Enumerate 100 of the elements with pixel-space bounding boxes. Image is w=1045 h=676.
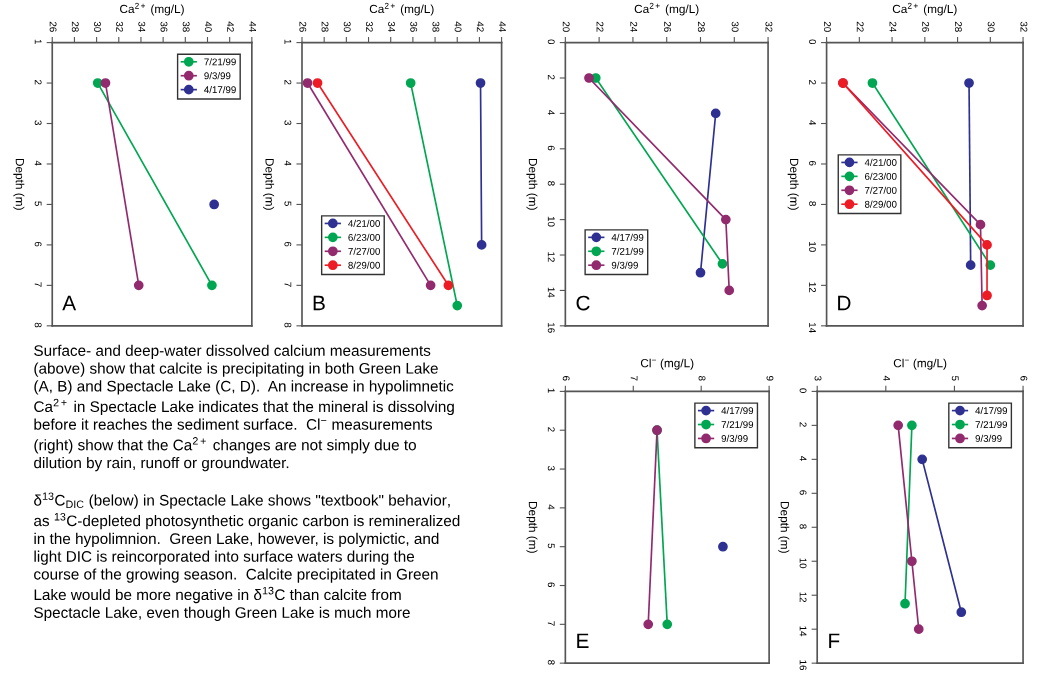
legend-label: 8/29/00 [348, 261, 380, 269]
legend-label: 8/29/00 [864, 200, 897, 208]
x-tick-label: 5 [951, 375, 959, 381]
y-tick-label: 7 [34, 282, 42, 287]
legend-label: 4/21/00 [864, 158, 897, 166]
legend-label: 9/3/99 [611, 261, 638, 269]
x-tick-label: 20 [562, 21, 570, 32]
legend-label: 7/21/99 [611, 247, 644, 255]
y-tick-label: 4 [284, 160, 292, 166]
x-axis-title: Cl$^{−}$ (mg/L) [893, 358, 947, 370]
x-tick-label: 28 [697, 21, 705, 32]
text: δ$^{13}$C$_{DIC}$ (below) in Spectacle Lake shows "textbook" behavior, as $^{13}$C-depleted photosynthetic organic carbon is remineralized in the hypolimnion. Green Lake, however, is polymictic, and light DIC is reincorporated into surface waters during the course of the growing season. Calcite precipitated in Green Lake would be more negative in δ$^{13}$C than calcite from Spectacle Lake, even though Green Lake is much more [34, 492, 460, 621]
y-tick-label: 5 [34, 201, 42, 206]
legend-label: 4/21/00 [348, 219, 380, 227]
x-axis-title: Ca$^{2+}$ (mg/L) [634, 2, 699, 16]
x-tick-label: 32 [1020, 21, 1028, 32]
x-tick-label: 26 [299, 21, 307, 32]
y-tick-label: 8 [34, 322, 42, 328]
y-axis-title: Depth (m) [526, 502, 538, 553]
x-tick-label: 42 [227, 21, 234, 32]
y-tick-label: 6 [284, 241, 292, 247]
x-tick-label: 38 [432, 21, 440, 32]
annotation: D [838, 295, 851, 311]
x-tick-label: 38 [182, 21, 190, 32]
y-axis-title: Depth (m) [778, 502, 790, 553]
x-tick-label: 26 [49, 21, 57, 32]
legend-label: 4/17/99 [975, 406, 1008, 415]
x-tick-label: 28 [954, 21, 962, 32]
annotation: F [829, 633, 840, 648]
y-tick-label: 5 [547, 543, 555, 549]
y-tick-label: 2 [799, 422, 807, 427]
x-axis-title: Ca$^{2+}$ (mg/L) [892, 2, 957, 16]
y-tick-label: 2 [547, 74, 555, 80]
legend-label: 7/27/00 [348, 247, 380, 255]
y-tick-label: 2 [34, 80, 42, 85]
y-axis-title: Depth (m) [263, 158, 275, 210]
y-tick-label: 12 [799, 592, 807, 603]
y-tick-label: 2 [547, 427, 555, 432]
legend-label: 9/3/99 [204, 72, 231, 80]
y-tick-label: 6 [34, 241, 42, 247]
x-tick-label: 6 [562, 376, 570, 381]
y-tick-label: 10 [809, 242, 816, 252]
y-tick-label: 14 [809, 323, 816, 333]
y-tick-label: 0 [799, 388, 807, 393]
y-tick-label: 12 [809, 282, 816, 293]
y-tick-label: 8 [284, 322, 292, 328]
y-tick-label: 6 [547, 145, 555, 151]
y-axis-title: Depth (m) [13, 158, 25, 210]
y-tick-label: 5 [284, 201, 292, 206]
x-tick-label: 30 [731, 21, 739, 32]
legend-label: 4/17/99 [721, 406, 754, 415]
y-tick-label: 16 [547, 323, 555, 333]
legend-label: 6/23/00 [348, 233, 380, 241]
x-tick-label: 6 [1020, 376, 1028, 381]
x-axis-title: Ca$^{2+}$ (mg/L) [120, 2, 184, 16]
legend-label: 9/3/99 [975, 434, 1002, 442]
y-tick-label: 4 [547, 504, 555, 510]
y-tick-label: 3 [34, 120, 42, 125]
annotation: A [62, 295, 77, 311]
y-tick-label: 8 [547, 181, 555, 186]
x-tick-label: 22 [596, 21, 604, 32]
x-tick-label: 28 [71, 21, 79, 32]
x-tick-label: 40 [204, 21, 212, 32]
annotation: C [576, 295, 590, 311]
x-tick-label: 30 [93, 21, 101, 32]
x-tick-label: 34 [388, 21, 395, 32]
legend-label: 4/17/99 [204, 85, 236, 94]
x-tick-label: 36 [160, 21, 168, 32]
y-tick-label: 4 [799, 456, 807, 461]
x-tick-label: 44 [499, 21, 506, 32]
x-axis-title: Cl$^{−}$ (mg/L) [640, 358, 694, 370]
x-tick-label: 24 [630, 21, 638, 32]
x-tick-label: 30 [343, 21, 351, 32]
legend-label: 6/23/00 [865, 172, 897, 180]
y-tick-label: 10 [547, 216, 555, 227]
y-tick-label: 6 [547, 582, 555, 587]
y-tick-label: 12 [547, 252, 555, 262]
x-tick-label: 22 [856, 21, 864, 32]
x-tick-label: 4 [883, 375, 890, 381]
x-tick-label: 32 [116, 21, 124, 32]
y-tick-label: 2 [284, 80, 292, 85]
annotation: E [577, 633, 589, 648]
y-tick-label: 0 [547, 39, 555, 45]
legend-label: 7/21/99 [204, 58, 236, 66]
legend-label: 7/21/99 [975, 420, 1008, 429]
y-tick-label: 7 [547, 621, 555, 626]
y-axis-title: Depth (m) [526, 158, 538, 210]
y-tick-label: 4 [809, 120, 816, 126]
y-tick-label: 0 [809, 39, 816, 45]
y-tick-label: 14 [799, 626, 807, 637]
y-tick-label: 1 [34, 39, 42, 44]
text: Surface- and deep-water dissolved calcium measurements (above) show that calcite is precipitating in both Green Lake (A, B) and Spectacle Lake (C, D). An increase in hypolimnetic Ca$^{2+}$ in Spectacle Lake indicates that the mineral is dissolving before it reaches the sediment surface. Cl$^{−}$ measurements (right) show that the Ca$^{2+}$ changes are not simply due to dilution by rain, runoff or groundwater. [34, 344, 454, 472]
legend-label: 7/21/99 [721, 420, 754, 429]
annotation: B [313, 295, 325, 311]
x-tick-label: 24 [889, 21, 897, 32]
x-tick-label: 36 [410, 21, 418, 32]
y-tick-label: 4 [34, 160, 42, 166]
x-tick-label: 32 [365, 21, 373, 32]
x-tick-label: 40 [454, 21, 462, 32]
y-tick-label: 6 [799, 490, 807, 495]
